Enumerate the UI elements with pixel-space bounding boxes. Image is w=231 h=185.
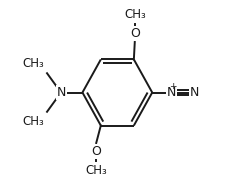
Text: N: N [189, 86, 199, 99]
Text: O: O [91, 145, 101, 158]
Text: O: O [130, 27, 140, 40]
Text: N: N [57, 86, 66, 99]
Text: CH₃: CH₃ [23, 58, 44, 70]
Text: CH₃: CH₃ [124, 8, 146, 21]
Text: CH₃: CH₃ [85, 164, 107, 177]
Text: CH₃: CH₃ [23, 115, 44, 127]
Text: N: N [167, 86, 176, 99]
Text: +: + [169, 82, 176, 91]
